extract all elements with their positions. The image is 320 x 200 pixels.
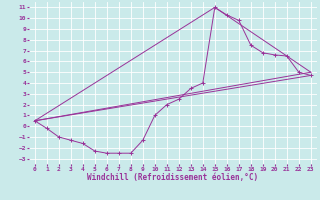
- X-axis label: Windchill (Refroidissement éolien,°C): Windchill (Refroidissement éolien,°C): [87, 173, 258, 182]
